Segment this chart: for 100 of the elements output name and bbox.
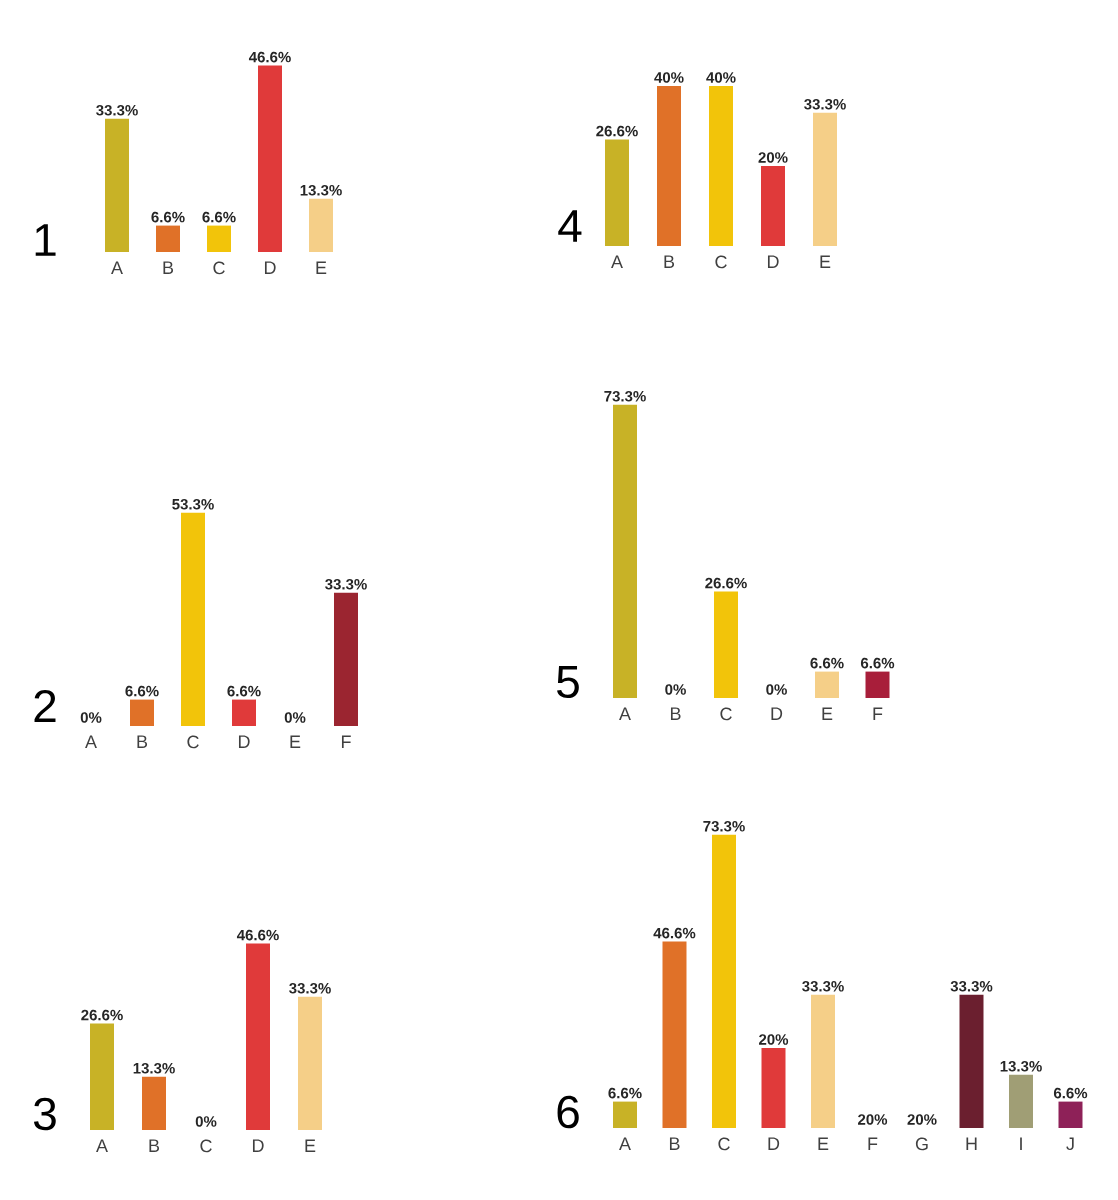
- text: 4: [558, 210, 582, 242]
- x-tick-label: C: [213, 261, 225, 275]
- data-label: 6.6%: [227, 685, 261, 697]
- data-label: 26.6%: [81, 1009, 123, 1021]
- data-label: 6.6%: [202, 211, 236, 223]
- x-tick-label: D: [252, 1139, 264, 1152]
- bar: [142, 1076, 166, 1130]
- x-tick-label: A: [111, 261, 123, 274]
- data-label: 73.3%: [703, 820, 745, 832]
- x-tick-label: C: [200, 1139, 212, 1153]
- data-label: 46.6%: [248, 51, 291, 63]
- bar: [258, 65, 282, 252]
- bar: [761, 1047, 786, 1128]
- x-tick-label: A: [619, 707, 631, 720]
- data-label: 33.3%: [950, 980, 993, 992]
- data-label: 0%: [766, 684, 787, 695]
- text: 2: [34, 689, 56, 723]
- data-label: 13.3%: [300, 184, 342, 196]
- data-label: 40%: [654, 72, 684, 83]
- data-label: 0%: [665, 684, 686, 695]
- data-label: 6.6%: [810, 657, 844, 669]
- x-tick-label: A: [619, 1137, 631, 1150]
- data-label: 0%: [80, 712, 102, 723]
- data-label: 33.3%: [804, 98, 846, 110]
- x-tick-label: F: [341, 735, 351, 748]
- x-tick-label: C: [187, 735, 199, 749]
- data-label: 13.3%: [1000, 1060, 1042, 1072]
- x-tick-label: A: [85, 735, 97, 748]
- x-tick-label: F: [873, 707, 883, 720]
- x-tick-label: B: [149, 1139, 160, 1152]
- x-tick-label: B: [669, 1137, 680, 1150]
- text: 20%: [858, 1114, 888, 1125]
- bar: [761, 165, 785, 246]
- bar: [156, 225, 180, 252]
- x-tick-label: D: [771, 707, 783, 720]
- data-label: 13.3%: [133, 1062, 175, 1074]
- x-tick-label: D: [264, 261, 276, 274]
- x-tick-label: E: [316, 261, 327, 274]
- bar: [207, 225, 231, 252]
- x-tick-label: A: [611, 255, 623, 268]
- data-label: 6.6%: [608, 1087, 642, 1099]
- bar: [959, 994, 984, 1128]
- bar: [1009, 1074, 1033, 1128]
- x-tick-label: D: [767, 255, 779, 268]
- x-tick-label: B: [670, 707, 681, 720]
- data-label: 33.3%: [289, 982, 331, 994]
- data-label: 26.6%: [705, 577, 747, 589]
- x-tick-label: A: [96, 1139, 108, 1152]
- x-tick-label: B: [137, 735, 148, 748]
- x-tick-label: I: [1020, 1137, 1022, 1150]
- bar: [813, 112, 837, 246]
- x-tick-label: C: [720, 707, 732, 721]
- x-tick-label: B: [163, 261, 174, 274]
- bar: [709, 86, 733, 246]
- x-tick-label: C: [715, 255, 727, 269]
- x-tick-label: E: [822, 707, 833, 720]
- x-tick-label: E: [290, 735, 301, 748]
- data-label: 53.3%: [172, 498, 214, 510]
- data-label: 0%: [195, 1116, 217, 1127]
- bar: [105, 118, 129, 252]
- text: 5: [557, 665, 579, 699]
- data-label: 46.6%: [653, 927, 696, 939]
- data-label: 26.6%: [596, 125, 638, 137]
- data-label: 6.6%: [125, 685, 159, 697]
- x-tick-label: D: [768, 1137, 780, 1150]
- x-tick-label: F: [868, 1137, 878, 1150]
- data-label: 33.3%: [325, 578, 367, 590]
- text: 1: [35, 224, 56, 256]
- x-tick-label: E: [305, 1139, 316, 1152]
- data-label: 6.6%: [151, 211, 185, 223]
- x-tick-label: H: [966, 1137, 977, 1150]
- data-label: 40%: [706, 72, 736, 83]
- bar: [298, 996, 322, 1130]
- text: 6: [557, 1095, 579, 1129]
- bar: [613, 1101, 637, 1128]
- data-label: 46.6%: [236, 929, 279, 941]
- data-label: 6.6%: [1053, 1087, 1088, 1099]
- text: 20%: [907, 1114, 937, 1125]
- data-label: 33.3%: [802, 980, 844, 992]
- data-label: 33.3%: [96, 104, 138, 116]
- text: 3: [33, 1097, 56, 1131]
- data-label: 6.6%: [860, 657, 895, 669]
- x-tick-label: B: [664, 255, 675, 268]
- x-tick-label: D: [238, 735, 250, 748]
- data-label: 20%: [759, 1034, 789, 1045]
- data-label: 0%: [284, 712, 306, 723]
- x-tick-label: C: [718, 1137, 730, 1151]
- x-tick-label: E: [820, 255, 831, 268]
- bar: [712, 834, 736, 1128]
- bar: [662, 941, 687, 1128]
- bar: [657, 86, 681, 246]
- x-tick-label: G: [915, 1137, 928, 1151]
- x-tick-label: E: [818, 1137, 829, 1150]
- bar: [811, 994, 835, 1128]
- data-label: 73.3%: [604, 390, 646, 402]
- data-label: 20%: [758, 152, 788, 163]
- bar: [246, 943, 270, 1130]
- bar: [605, 139, 629, 246]
- bar: [1058, 1101, 1083, 1128]
- bar: [309, 198, 333, 252]
